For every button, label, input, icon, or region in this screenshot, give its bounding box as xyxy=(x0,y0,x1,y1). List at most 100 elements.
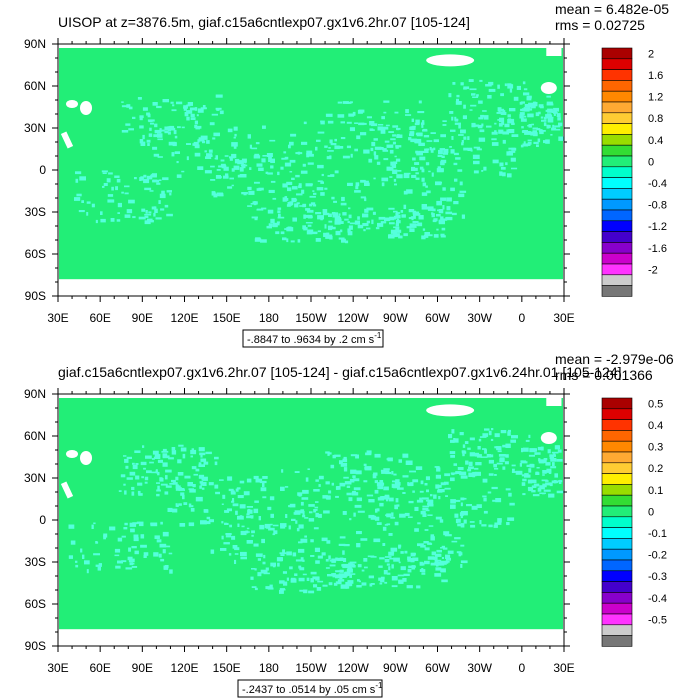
colorbar-label: -1.6 xyxy=(648,243,667,255)
colorbar-swatch xyxy=(601,462,633,474)
anomaly-layer xyxy=(68,428,564,594)
mean-label: mean = 6.482e-05 xyxy=(555,1,669,17)
colorbar-swatch xyxy=(601,198,633,211)
y-tick-label: 30N xyxy=(24,471,46,485)
land-patch xyxy=(66,100,78,108)
colorbar-label: 0.5 xyxy=(648,398,663,410)
colorbar-label: -2 xyxy=(648,264,658,276)
colorbar-swatch xyxy=(601,494,633,507)
colorbar-label: 0 xyxy=(648,506,654,518)
colorbar-swatch xyxy=(601,263,633,276)
colorbar-label: -0.4 xyxy=(648,178,667,190)
colorbar-swatch xyxy=(601,408,633,420)
colorbar-swatch xyxy=(601,570,633,582)
colorbar-swatch xyxy=(601,473,633,485)
y-tick-label: 60S xyxy=(25,597,46,611)
range-box xyxy=(237,679,383,698)
colorbar-swatch xyxy=(601,90,633,103)
colorbar-swatch xyxy=(601,123,633,135)
x-tick-label: 30E xyxy=(47,661,68,675)
chart-title: giaf.c15a6cntlexp07.gx1v6.2hr.07 [105-12… xyxy=(58,364,622,380)
colorbar-swatch xyxy=(601,505,633,518)
colorbar: 2 1.6 1.2 0.8 0.4 0 -0.4 -0.8 -1.2 -1.6 -2 xyxy=(601,47,667,297)
x-tick-label: 180 xyxy=(259,311,279,325)
colorbar-swatch xyxy=(601,440,633,453)
colorbar-swatch xyxy=(601,144,633,157)
x-tick-label: 150E xyxy=(213,311,241,325)
colorbar-label: -0.4 xyxy=(648,593,667,605)
y-tick-label: 60N xyxy=(24,429,46,443)
colorbar-swatch xyxy=(601,209,633,222)
colorbar-label: 0.3 xyxy=(648,442,663,454)
land-patch xyxy=(546,398,562,406)
colorbar-swatch xyxy=(601,220,633,232)
x-tick-label: 120E xyxy=(170,661,198,675)
colorbar-swatch xyxy=(601,252,633,265)
colorbar-swatch xyxy=(601,484,633,496)
mean-label: mean = -2.979e-06 xyxy=(555,351,674,367)
colorbar-label: -1.2 xyxy=(648,221,667,233)
colorbar-label: -0.5 xyxy=(648,614,667,626)
colorbar-swatch xyxy=(601,538,633,550)
colorbar-label: -0.8 xyxy=(648,200,667,212)
x-tick-label: 120W xyxy=(337,661,369,675)
land-patch xyxy=(426,54,475,67)
colorbar-swatch xyxy=(601,613,633,626)
land-patch xyxy=(540,82,557,94)
colorbar-label: 1.6 xyxy=(648,70,663,82)
colorbar-label: -0.3 xyxy=(648,571,667,583)
land-patch xyxy=(80,451,92,465)
chart-title: UISOP at z=3876.5m, giaf.c15a6cntlexp07.… xyxy=(58,14,470,30)
x-tick-label: 150W xyxy=(295,661,327,675)
land-patch xyxy=(80,101,92,115)
y-tick-label: 90N xyxy=(24,37,46,51)
x-tick-label: 90E xyxy=(132,661,153,675)
colorbar-swatch xyxy=(601,285,633,297)
x-tick-label: 150W xyxy=(295,311,327,325)
land-patch xyxy=(60,481,74,499)
colorbar-swatch xyxy=(601,188,633,200)
land-patch xyxy=(66,450,78,458)
colorbar-swatch xyxy=(601,47,633,60)
colorbar-swatch xyxy=(601,559,633,572)
colorbar-label: 0.2 xyxy=(648,463,663,475)
colorbar-swatch xyxy=(601,624,633,636)
x-tick-label: 30W xyxy=(467,311,492,325)
x-tick-label: 120W xyxy=(337,311,369,325)
colorbar-label: 0.8 xyxy=(648,113,663,125)
y-tick-label: 30N xyxy=(24,121,46,135)
colorbar-swatch xyxy=(601,112,633,124)
y-tick-label: 90S xyxy=(25,289,46,303)
colorbar-label: 0.4 xyxy=(648,135,663,147)
colorbar: 0.5 0.4 0.3 0.2 0.1 0 -0.1 -0.2 -0.3 -0.4 -0.5 xyxy=(601,397,667,647)
colorbar-swatch xyxy=(601,527,633,539)
y-tick-label: 0 xyxy=(39,163,46,177)
colorbar-swatch xyxy=(601,80,633,92)
colorbar-swatch xyxy=(601,166,633,178)
range-box xyxy=(242,329,384,348)
colorbar-swatch xyxy=(601,69,633,81)
anomaly-layer xyxy=(74,79,565,244)
x-tick-label: 90W xyxy=(383,311,408,325)
x-tick-label: 120E xyxy=(170,311,198,325)
colorbar-label: 0 xyxy=(648,156,654,168)
y-tick-label: 60S xyxy=(25,247,46,261)
colorbar-swatch xyxy=(601,548,633,561)
x-tick-label: 90E xyxy=(132,311,153,325)
colorbar-swatch xyxy=(601,101,633,114)
colorbar-swatch xyxy=(601,242,633,254)
colorbar-swatch xyxy=(601,430,633,442)
rms-label: rms = 0.001366 xyxy=(555,367,653,383)
colorbar-swatch xyxy=(601,451,633,464)
colorbar-label: 2 xyxy=(648,48,654,60)
colorbar-swatch xyxy=(601,231,633,243)
x-tick-label: 90W xyxy=(383,661,408,675)
colorbar-swatch xyxy=(601,274,633,286)
colorbar-swatch xyxy=(601,581,633,593)
x-tick-label: 60W xyxy=(425,661,450,675)
y-tick-label: 0 xyxy=(39,513,46,527)
x-tick-label: 180 xyxy=(259,661,279,675)
x-tick-label: 30E xyxy=(47,311,68,325)
panel-1: UISOP at z=3876.5m, giaf.c15a6cntlexp07.… xyxy=(24,1,669,348)
y-tick-label: 60N xyxy=(24,79,46,93)
